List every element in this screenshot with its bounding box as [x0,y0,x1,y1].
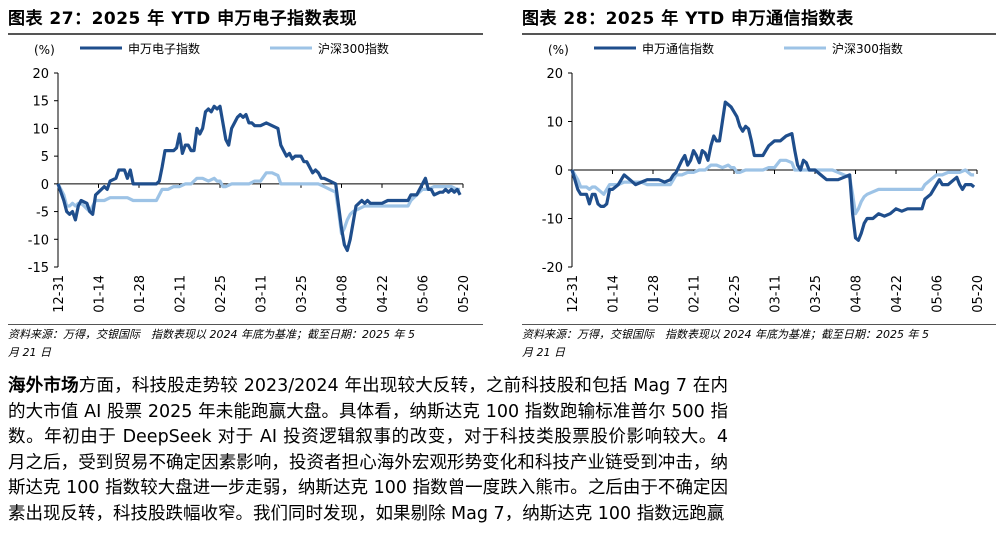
figure-28-source: 资料来源：万得，交银国际 指数表现以 2024 年底为基准；截至日期：2025 … [522,326,929,362]
figure-27-y-tick-label-4: 5 [41,150,49,165]
figure-27-y-tick-label-6: 15 [32,95,49,110]
figure-27-y-tick-label-5: 10 [32,122,49,137]
figure-28-legend-label-0: 申万通信指数 [642,41,714,56]
figure-27-x-tick-label-6: 03-25 [295,275,310,313]
figure-27-x-tick-label-9: 05-06 [417,275,432,313]
figure-28-x-tick-label-8: 04-22 [890,275,905,313]
figure-28-x-tick-label-10: 05-20 [971,275,986,313]
figure-27-x-tick-label-3: 02-11 [174,275,189,313]
figure-28-x-tick-label-4: 02-25 [728,275,743,313]
figure-27-y-tick-label-3: 0 [41,178,49,193]
figure-28-bottom-rule [522,324,996,325]
figure-27-legend-label-0: 申万电子指数 [128,41,200,56]
figure-28-title-rule [522,33,996,35]
figure-28-y-tick-label-1: -10 [542,213,563,228]
figure-27-x-tick-label-5: 03-11 [255,275,270,313]
figure-28-chart: (%) 申万通信指数 沪深300指数 -20 -10 0 10 20 12-31 01-14 01-… [522,36,992,324]
figure-28-y-tick-label-0: -20 [542,261,563,276]
figure-28-y-tick-label-2: 0 [555,164,563,179]
figure-28-x-tick-label-3: 02-11 [688,275,703,313]
figure-28-x-tick-label-6: 03-25 [809,275,824,313]
body-paragraph-text: 方面，科技股走势较 2023/2024 年出现较大反转，之前科技股和包括 Mag… [8,376,728,524]
figure-27-title-rule [8,33,483,35]
figure-28-y-tick-label-4: 20 [546,67,563,82]
figure-27-y-tick-label-1: -10 [28,233,49,248]
figure-27-source-line-1: 资料来源：万得，交银国际 指数表现以 2024 年底为基准；截至日期：2025 … [8,328,415,341]
figure-27-series-line-1 [56,171,461,236]
figure-27-bottom-rule [8,324,483,325]
figure-27-y-tick-label-0: -15 [28,261,49,276]
figure-27-legend-label-1: 沪深300指数 [318,41,389,56]
figure-27-x-tick-label-4: 02-25 [214,275,229,313]
figure-27-x-tick-label-2: 01-28 [133,275,148,313]
figure-27-chart: (%) 申万电子指数 沪深300指数 -15 -10 -5 0 5 10 15 20 12-31 01-… [8,36,478,324]
figure-27-y-tick-label-7: 20 [32,67,49,82]
figure-27-y-tick-label-2: -5 [36,206,49,221]
figure-27-line-chart: (%) 申万电子指数 沪深300指数 -15 -10 -5 0 5 10 15 20 12-31 01-… [28,41,472,313]
figure-27-x-tick-label-7: 04-08 [336,275,351,313]
body-paragraph: 海外市场方面，科技股走势较 2023/2024 年出现较大反转，之前科技股和包括… [8,374,728,527]
figure-28-source-line-1: 资料来源：万得，交银国际 指数表现以 2024 年底为基准；截至日期：2025 … [522,328,929,341]
figure-28-x-tick-label-7: 04-08 [850,275,865,313]
figure-28-x-tick-label-2: 01-28 [647,275,662,313]
figure-28-x-tick-label-9: 05-06 [931,275,946,313]
figure-28-series-line-1 [570,158,975,216]
figure-28-x-tick-label-0: 12-31 [566,275,581,313]
figure-28-y-tick-label-3: 10 [546,116,563,131]
figure-28-x-tick-label-1: 01-14 [607,275,622,313]
figure-28-series-line-0 [570,100,976,242]
figure-27-x-tick-label-10: 05-20 [457,275,472,313]
figure-28-line-chart: (%) 申万通信指数 沪深300指数 -20 -10 0 10 20 12-31 01-14 01-… [542,41,986,313]
figure-27-source: 资料来源：万得，交银国际 指数表现以 2024 年底为基准；截至日期：2025 … [8,326,415,362]
figure-28-legend-label-1: 沪深300指数 [832,41,903,56]
figure-27-series-line-0 [56,104,462,252]
figure-28-source-line-2: 月 21 日 [522,346,565,359]
figure-28-unit-label: (%) [548,43,569,57]
body-paragraph-lead: 海外市场 [8,376,79,396]
figure-27-source-line-2: 月 21 日 [8,346,51,359]
figure-27-x-tick-label-0: 12-31 [52,275,67,313]
figure-27-unit-label: (%) [34,43,55,57]
figure-27-x-tick-label-1: 01-14 [93,275,108,313]
figure-27-title: 图表 27：2025 年 YTD 申万电子指数表现 [8,9,358,29]
figure-27-x-tick-label-8: 04-22 [376,275,391,313]
figure-28-x-tick-label-5: 03-11 [769,275,784,313]
figure-28-title: 图表 28：2025 年 YTD 申万通信指数表 [522,9,854,29]
